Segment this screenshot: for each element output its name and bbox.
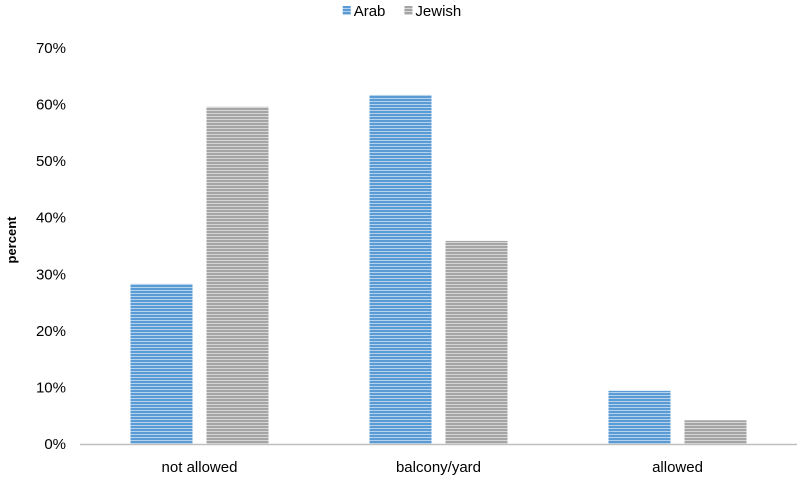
y-tick-label: 60%	[36, 97, 66, 114]
bar-jewish-allowed	[684, 420, 747, 444]
bar-arab-allowed	[608, 390, 671, 444]
legend-swatch	[342, 6, 351, 15]
legend: Arab Jewish	[342, 3, 461, 20]
y-tick-label: 30%	[36, 266, 66, 283]
legend-label: Arab	[354, 3, 386, 20]
plot-area: 0% 10% 20% 30% 40% 50% 60% 70% not allowed balcon…	[36, 40, 747, 476]
x-tick-label: not allowed	[162, 459, 238, 476]
y-axis-label: percent	[4, 216, 19, 264]
legend-item-jewish: Jewish	[404, 3, 461, 20]
x-tick-label: balcony/yard	[396, 459, 481, 476]
bar-arab-not-allowed	[130, 283, 193, 444]
bar-jewish-balcony-yard	[445, 240, 508, 444]
bar-arab-balcony-yard	[369, 94, 432, 444]
legend-swatch	[404, 6, 413, 15]
legend-label: Jewish	[415, 3, 461, 20]
bar-jewish-not-allowed	[206, 106, 269, 444]
y-tick-label: 50%	[36, 153, 66, 170]
y-tick-label: 0%	[44, 436, 66, 453]
y-tick-label: 20%	[36, 323, 66, 340]
y-tick-label: 40%	[36, 210, 66, 227]
legend-item-arab: Arab	[342, 3, 386, 20]
y-tick-label: 70%	[36, 40, 66, 57]
y-tick-label: 10%	[36, 379, 66, 396]
x-tick-label: allowed	[652, 459, 703, 476]
